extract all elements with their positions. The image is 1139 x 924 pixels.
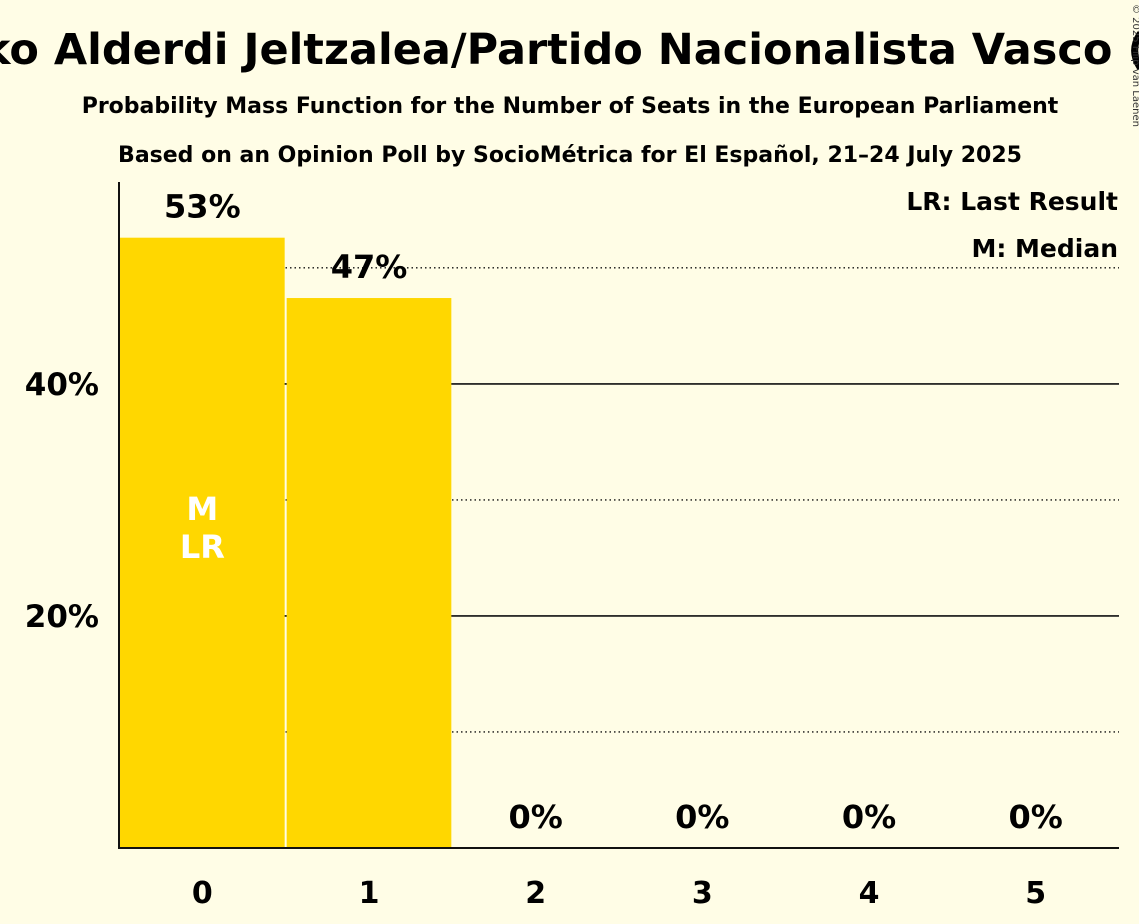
value-label-2: 0% [509, 798, 563, 836]
value-label-1: 47% [331, 248, 408, 286]
legend-median: M: Median [971, 234, 1118, 263]
value-label-5: 0% [1009, 798, 1063, 836]
bar-marker-m: M [186, 490, 218, 528]
bar-marker-lr: LR [180, 528, 225, 566]
y-axis-ticks: 20% 40% [25, 367, 99, 635]
x-tick-label-0: 0 [192, 876, 213, 911]
value-label-3: 0% [675, 798, 729, 836]
copyright-note: © 2025 Filip van Laenen [1130, 4, 1139, 127]
value-label-4: 0% [842, 798, 896, 836]
x-tick-label-2: 2 [525, 876, 546, 911]
legend-last-result: LR: Last Result [906, 187, 1118, 216]
chart-subtitle: Probability Mass Function for the Number… [82, 94, 1059, 119]
bar-0 [120, 237, 285, 849]
bar-1 [286, 298, 452, 849]
y-tick-label-40: 40% [25, 367, 99, 403]
y-tick-label-20: 20% [25, 599, 99, 635]
x-tick-label-1: 1 [359, 876, 380, 911]
chart-subtitle-poll: Based on an Opinion Poll by SocioMétrica… [118, 143, 1022, 168]
x-tick-label-3: 3 [692, 876, 713, 911]
chart-title: Euzko Alderdi Jeltzalea/Partido Nacional… [0, 25, 1139, 75]
value-label-0: 53% [164, 188, 241, 226]
x-tick-label-5: 5 [1025, 876, 1046, 911]
bars-group: 53% MLR 47% 0% 0% 0% 0% [120, 188, 1063, 849]
x-tick-label-4: 4 [859, 876, 880, 911]
gridlines [119, 267, 1119, 733]
x-axis-ticks: 0 1 2 3 4 5 [192, 876, 1046, 911]
